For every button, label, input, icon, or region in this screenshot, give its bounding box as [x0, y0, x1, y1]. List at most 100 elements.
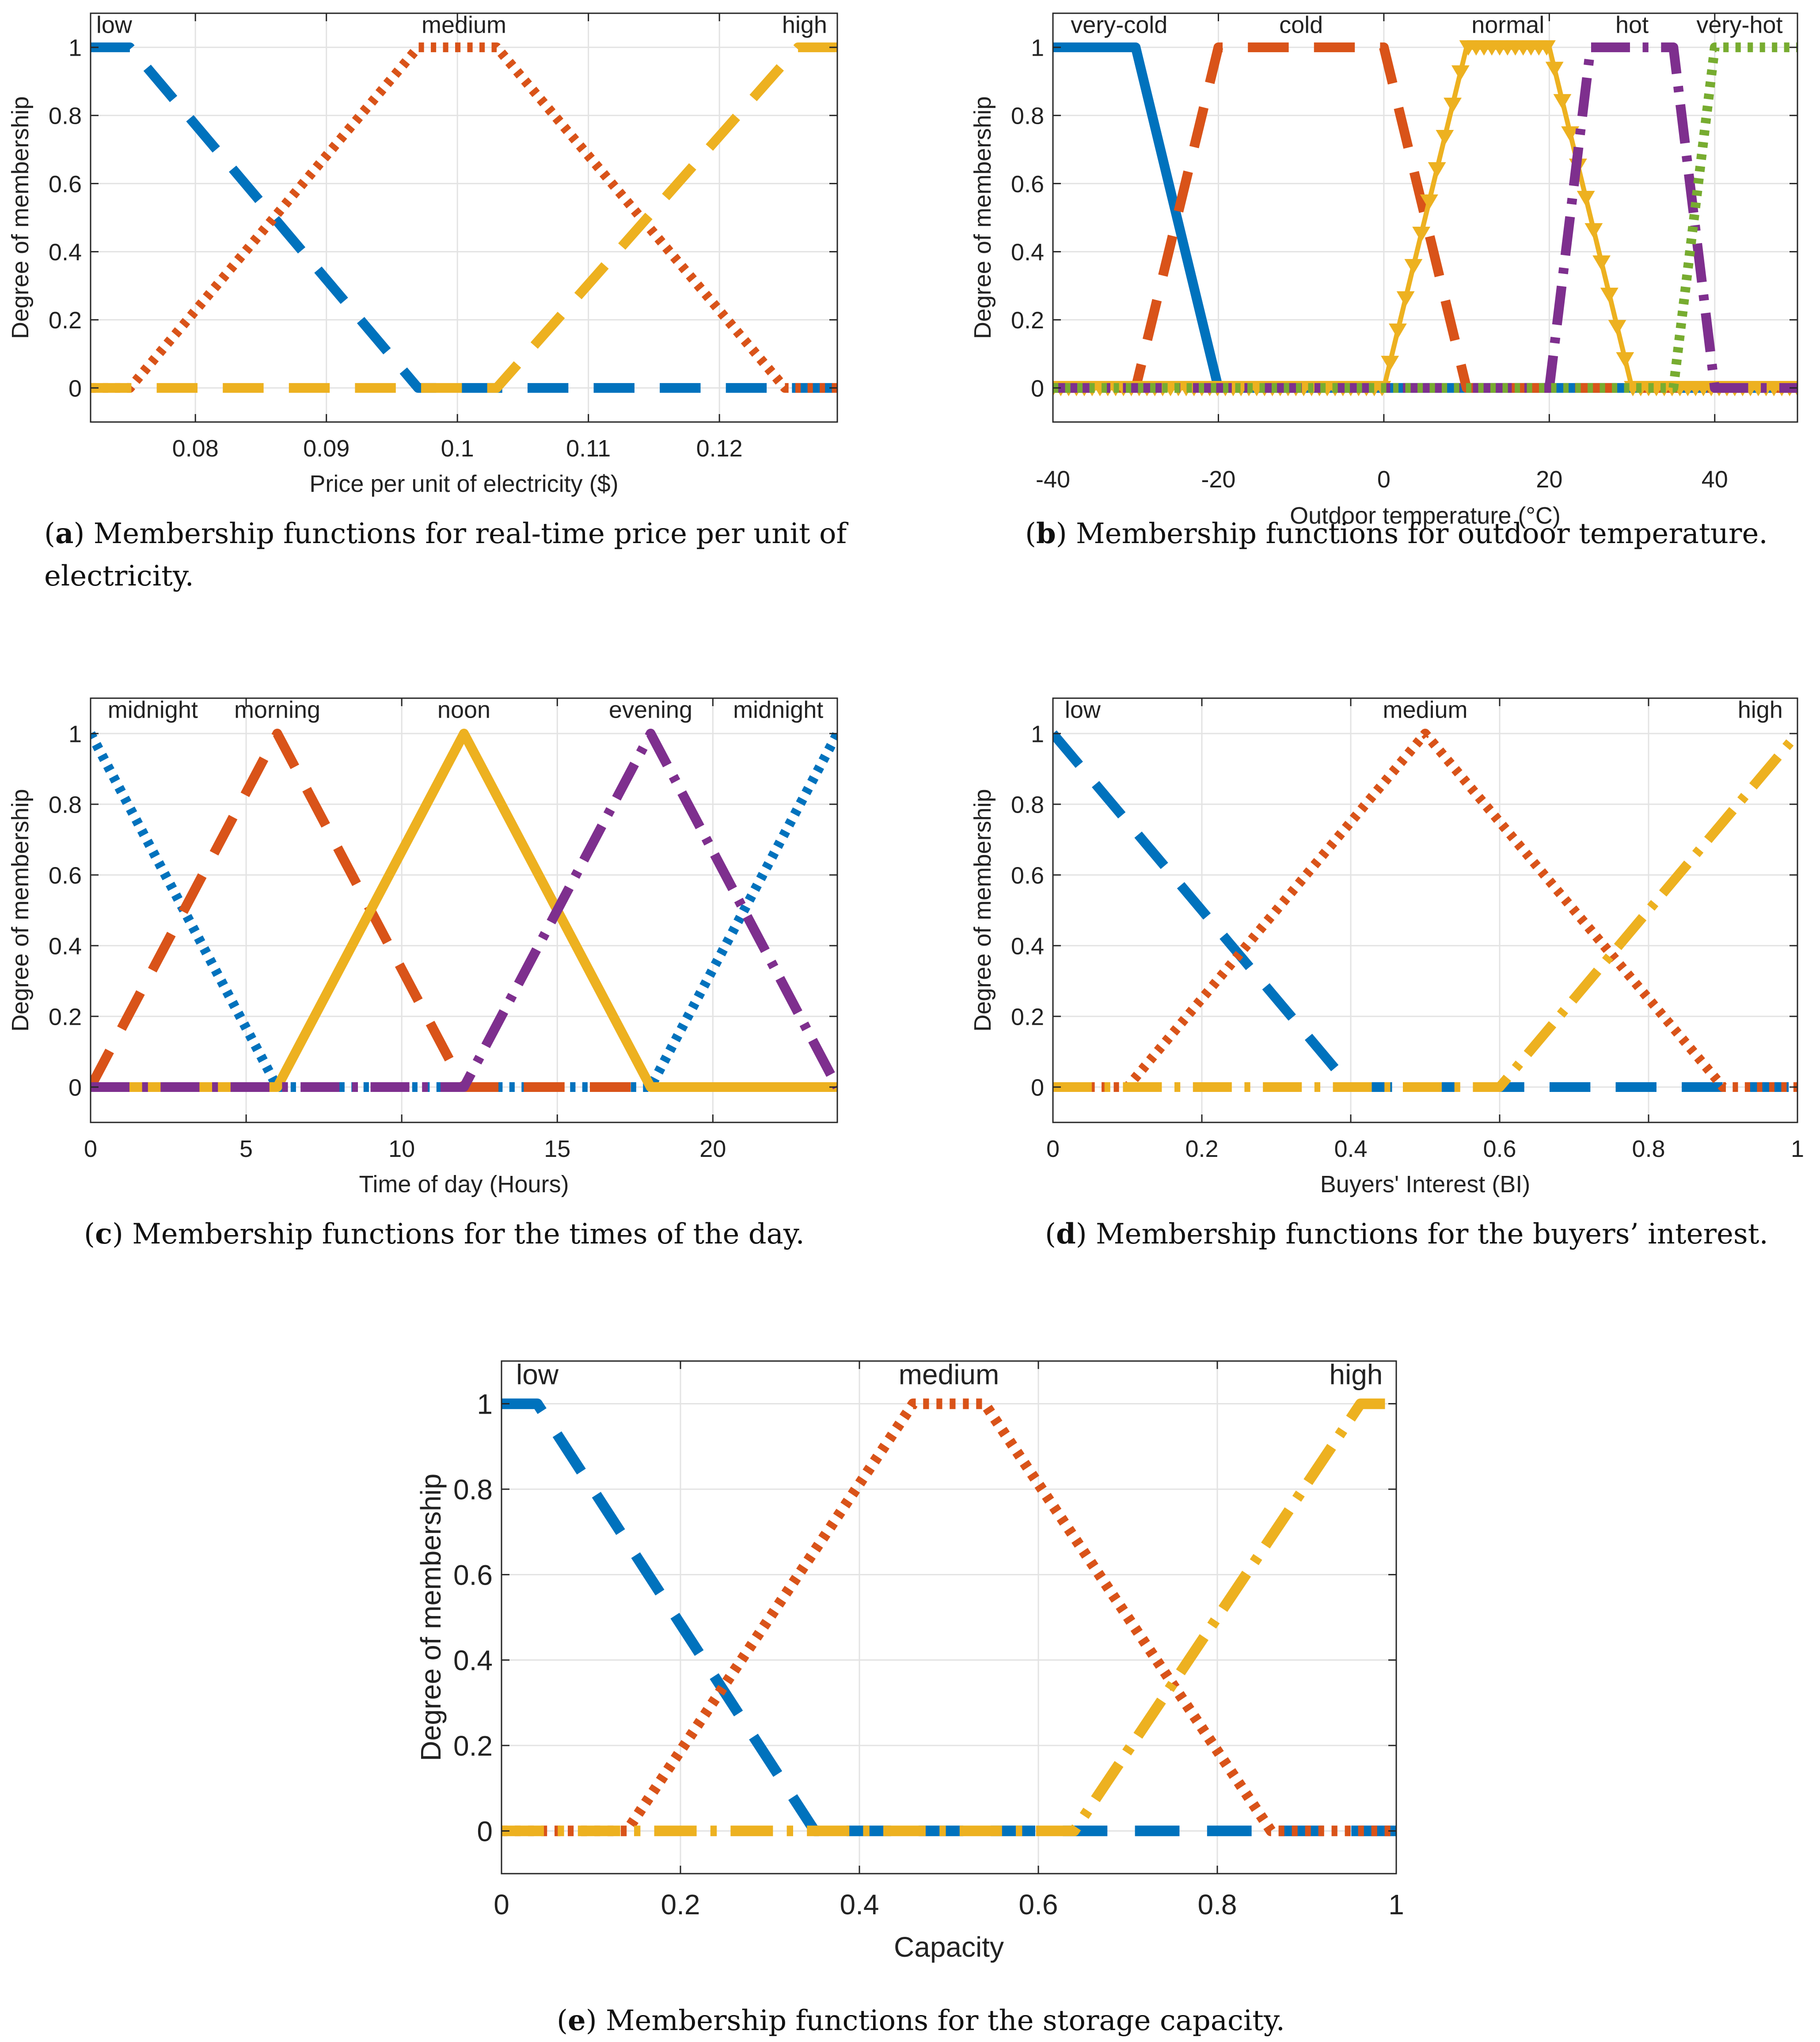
caption-e: (e) Membership functions for the storage… [557, 2004, 1285, 2037]
caption-b: (b) Membership functions for outdoor tem… [1025, 517, 1768, 550]
y-tick-label: 1 [68, 35, 82, 61]
y-tick-label: 0.2 [49, 307, 82, 334]
series-line-low [91, 42, 837, 393]
y-tick-label: 0.4 [49, 933, 82, 959]
axes-box [1052, 697, 1798, 1123]
x-tick-label: 1 [1791, 1136, 1804, 1162]
y-tick-label: 0.8 [49, 103, 82, 129]
chart-time-of-day: 0 5 10 15 20 0 0.2 0.4 0.6 0.8 1 Time of day (Hours… [7, 696, 838, 1198]
x-tick-label: 0.8 [1632, 1136, 1665, 1162]
series-line-medium [1053, 729, 1797, 1092]
x-tick-label: 20 [699, 1136, 726, 1162]
series-name-label: medium [1383, 696, 1467, 723]
x-tick-label: 0.6 [1483, 1136, 1516, 1162]
marker-normal [1537, 40, 1556, 56]
y-tick-label: 0.6 [49, 171, 82, 198]
marker-normal [1561, 126, 1580, 142]
y-tick-label: 0.2 [453, 1730, 493, 1762]
x-tick-label: 10 [388, 1136, 415, 1162]
x-tick-label: 0 [494, 1889, 509, 1920]
series-name-label: low [1065, 696, 1101, 723]
y-tick-label: 1 [68, 721, 82, 747]
axes-box [501, 1360, 1397, 1875]
x-axis-label: Price per unit of electricity ($) [309, 471, 618, 497]
x-tick-label: 0.12 [696, 435, 743, 462]
series-name-label: midnight [108, 696, 198, 723]
y-tick-label: 0 [68, 1074, 82, 1101]
x-tick-label: 0 [1377, 466, 1391, 493]
x-tick-label: 0.08 [172, 435, 219, 462]
chart-price-electricity: 0.08 0.09 0.1 0.11 0.12 0 0.2 0.4 0.6 0.8 1 Price p… [7, 11, 838, 497]
y-tick-label: 0.6 [453, 1559, 493, 1591]
marker-normal [1381, 356, 1399, 371]
x-tick-label: 0.8 [1198, 1889, 1237, 1920]
x-axis-label: Outdoor temperature (°C) [1290, 502, 1561, 529]
caption-e-text: Membership functions for the storage cap… [606, 2004, 1285, 2037]
x-tick-label: 20 [1536, 466, 1562, 493]
y-tick-label: 0.6 [1011, 171, 1044, 198]
y-tick-label: 0.8 [49, 791, 82, 818]
axes-box [90, 697, 838, 1123]
chart-outdoor-temperature: -40 -20 0 20 40 0 0.2 0.4 0.6 0.8 1 Outdoor tempera… [969, 11, 1798, 529]
caption-c-text: Membership functions for the times of th… [132, 1218, 805, 1251]
marker-normal [1584, 223, 1603, 239]
series-name-label: noon [437, 696, 490, 723]
series-name-label: morning [234, 696, 320, 723]
marker-normal [1577, 190, 1595, 206]
marker-normal [1444, 97, 1462, 113]
plot-area [91, 698, 837, 1122]
marker-normal [1396, 291, 1415, 307]
y-tick-label: 0.8 [1011, 103, 1044, 129]
marker-normal [1428, 162, 1446, 178]
series-line-evening [91, 729, 837, 1092]
caption-d-text: Membership functions for the buyers’ int… [1096, 1218, 1768, 1251]
caption-b-letter: b [1036, 517, 1056, 550]
series-name-label: hot [1615, 11, 1649, 38]
x-tick-label: 1 [1388, 1889, 1404, 1920]
x-tick-label: 0.11 [566, 435, 611, 462]
marker-normal [1388, 323, 1407, 339]
series-line-high [91, 42, 837, 393]
y-axis-label: Degree of membership [7, 789, 34, 1031]
caption-a: (a) Membership functions for real-time p… [44, 517, 847, 593]
y-tick-label: 0.4 [49, 239, 82, 266]
marker-normal [1545, 61, 1564, 77]
y-tick-label: 0.4 [453, 1645, 493, 1677]
plot-area [91, 13, 837, 422]
y-tick-label: 0.8 [453, 1474, 493, 1506]
y-tick-label: 0 [1031, 1074, 1044, 1101]
x-tick-label: 0.09 [303, 435, 350, 462]
marker-normal [1420, 194, 1438, 210]
series-line-medium [91, 42, 837, 393]
marker-normal [1436, 129, 1454, 145]
y-axis-label: Degree of membership [969, 789, 996, 1031]
y-tick-label: 1 [1031, 35, 1044, 61]
chart-buyers-interest: 0 0.2 0.4 0.6 0.8 1 0 0.2 0.4 0.6 0.8 1 Buyers' Inte… [969, 696, 1804, 1198]
series-line-low [1053, 730, 1797, 1092]
y-tick-label: 0.4 [1011, 933, 1044, 959]
caption-a-text: Membership functions for real-time price… [44, 517, 847, 593]
y-axis-label: Degree of membership [969, 96, 996, 339]
marker-normal [1616, 352, 1634, 368]
x-axis-label: Buyers' Interest (BI) [1320, 1171, 1530, 1198]
y-axis-label: Degree of membership [415, 1474, 447, 1761]
series-name-label: midnight [733, 696, 823, 723]
caption-d-letter: d [1056, 1217, 1076, 1251]
series-line-high [502, 1398, 1396, 1837]
x-tick-label: 40 [1702, 466, 1728, 493]
marker-normal [1412, 227, 1431, 242]
series-name-label: very-cold [1071, 11, 1167, 38]
axes-box [90, 12, 838, 423]
x-axis-label: Time of day (Hours) [359, 1171, 569, 1198]
y-tick-label: 0.2 [49, 1004, 82, 1030]
series-line-high [1053, 730, 1797, 1092]
series-name-label: medium [899, 1358, 999, 1390]
y-tick-label: 0.8 [1011, 791, 1044, 818]
x-tick-label: 0.2 [1185, 1136, 1218, 1162]
series-name-label: low [516, 1358, 559, 1390]
x-tick-label: 0 [84, 1136, 97, 1162]
x-tick-label: 0 [1046, 1136, 1060, 1162]
y-tick-label: 0.2 [1011, 307, 1044, 334]
plot-area [502, 1361, 1396, 1874]
y-tick-label: 1 [1031, 721, 1044, 747]
